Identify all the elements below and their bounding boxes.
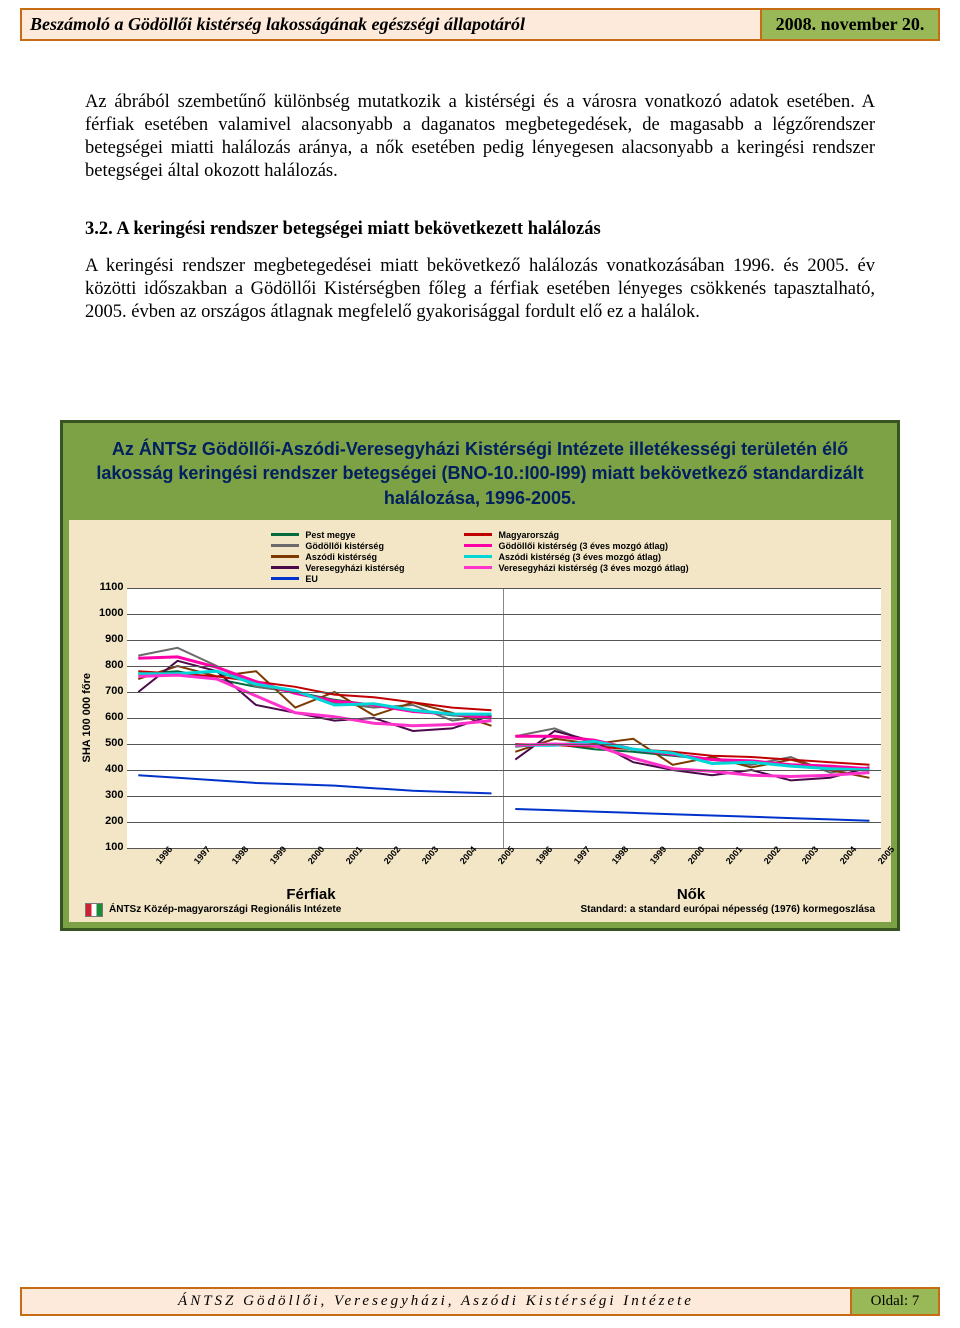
panel-label-female: Nők [501, 886, 881, 903]
paragraph-2: A keringési rendszer megbetegedései miat… [85, 255, 875, 324]
legend-item: EU [271, 574, 404, 584]
section-heading: 3.2. A keringési rendszer betegségei mia… [85, 218, 875, 241]
grid-line [127, 770, 881, 771]
legend-label: Magyarország [498, 530, 559, 540]
x-tick: 2004 [824, 848, 845, 866]
chart-footer: ÁNTSz Közép-magyarországi Regionális Int… [79, 903, 881, 920]
x-tick: 2003 [406, 848, 427, 866]
series-line [516, 809, 870, 821]
chart-standard-text: Standard: a standard európai népesség (1… [580, 904, 875, 915]
x-tick: 1999 [254, 848, 275, 866]
x-tick: 2003 [786, 848, 807, 866]
page: Beszámoló a Gödöllői kistérség lakosságá… [0, 8, 960, 1328]
series-line [139, 775, 492, 793]
legend-col-left: Pest megyeGödöllői kistérségAszódi kisté… [271, 530, 404, 584]
legend-swatch [271, 544, 299, 547]
legend-item: Veresegyházi kistérség (3 éves mozgó átl… [464, 563, 688, 573]
x-tick: 2004 [444, 848, 465, 866]
x-tick: 2001 [710, 848, 731, 866]
legend-label: Aszódi kistérség [305, 552, 377, 562]
x-tick: 1999 [634, 848, 655, 866]
legend-swatch [271, 577, 299, 580]
legend-label: Aszódi kistérség (3 éves mozgó átlag) [498, 552, 661, 562]
legend-item: Gödöllői kistérség (3 éves mozgó átlag) [464, 541, 688, 551]
legend-label: Gödöllői kistérség [305, 541, 384, 551]
legend-col-right: MagyarországGödöllői kistérség (3 éves m… [464, 530, 688, 584]
x-tick: 2000 [672, 848, 693, 866]
x-tick: 1996 [140, 848, 161, 866]
plot-area [127, 588, 881, 848]
plot-wrap: SHA 100 000 főre 11001000900800700600500… [79, 588, 881, 848]
legend-swatch [464, 566, 492, 569]
legend-swatch [464, 555, 492, 558]
header-title: Beszámoló a Gödöllői kistérség lakosságá… [20, 8, 760, 41]
grid-line [127, 718, 881, 719]
legend-label: Veresegyházi kistérség [305, 563, 404, 573]
legend-swatch [271, 566, 299, 569]
paragraph-1: Az ábrából szembetűnő különbség mutatkoz… [85, 91, 875, 184]
chart-body: Pest megyeGödöllői kistérségAszódi kisté… [69, 520, 891, 922]
legend-label: Pest megye [305, 530, 355, 540]
chart-legend: Pest megyeGödöllői kistérségAszódi kisté… [79, 526, 881, 588]
x-tick: 2001 [330, 848, 351, 866]
legend-item: Aszódi kistérség (3 éves mozgó átlag) [464, 552, 688, 562]
legend-label: Gödöllői kistérség (3 éves mozgó átlag) [498, 541, 668, 551]
grid-line [127, 796, 881, 797]
header-date: 2008. november 20. [760, 8, 940, 41]
header-bar: Beszámoló a Gödöllői kistérség lakosságá… [20, 8, 940, 41]
x-tick: 1998 [596, 848, 617, 866]
footer-page: Oldal: 7 [850, 1287, 940, 1316]
grid-line [127, 614, 881, 615]
grid-line [127, 640, 881, 641]
x-axis-female: 1996 1997 1998 1999 2000 2001 2002 2003 2004 2005 [501, 848, 881, 876]
x-tick: 2002 [368, 848, 389, 866]
legend-item: Aszódi kistérség [271, 552, 404, 562]
logo-icon [85, 903, 103, 917]
x-tick: 2000 [292, 848, 313, 866]
chart-source: ÁNTSz Közép-magyarországi Regionális Int… [85, 903, 341, 917]
legend-label: EU [305, 574, 318, 584]
grid-line [127, 744, 881, 745]
x-tick: 1997 [558, 848, 579, 866]
footer-bar: ÁNTSZ Gödöllői, Veresegyházi, Aszódi Kis… [20, 1287, 940, 1316]
body-content: Az ábrából szembetűnő különbség mutatkoz… [0, 41, 960, 370]
x-tick: 1996 [520, 848, 541, 866]
legend-item: Magyarország [464, 530, 688, 540]
legend-swatch [464, 533, 492, 536]
x-tick: 1997 [178, 848, 199, 866]
grid-line [127, 822, 881, 823]
legend-item: Gödöllői kistérség [271, 541, 404, 551]
legend-swatch [464, 544, 492, 547]
series-line [139, 671, 492, 718]
panel-labels: Férfiak Nők [79, 886, 881, 903]
y-axis: 11001000900800700600500400300200100 [95, 588, 127, 848]
x-tick: 2005 [862, 848, 883, 866]
legend-swatch [271, 533, 299, 536]
footer-text: ÁNTSZ Gödöllői, Veresegyházi, Aszódi Kis… [20, 1287, 850, 1316]
legend-item: Pest megye [271, 530, 404, 540]
grid-line [127, 588, 881, 589]
panel-label-male: Férfiak [121, 886, 501, 903]
y-axis-label: SHA 100 000 főre [79, 673, 95, 762]
grid-line [127, 692, 881, 693]
x-axis: 1996 1997 1998 1999 2000 2001 2002 2003 2004 2005… [79, 848, 881, 876]
x-tick: 1998 [216, 848, 237, 866]
chart-source-text: ÁNTSz Közép-magyarországi Regionális Int… [109, 904, 341, 915]
x-axis-male: 1996199719981999200020012002200320042005 [121, 848, 501, 876]
legend-swatch [271, 555, 299, 558]
chart-title: Az ÁNTSz Gödöllői-Aszódi-Veresegyházi Ki… [69, 429, 891, 520]
legend-label: Veresegyházi kistérség (3 éves mozgó átl… [498, 563, 688, 573]
legend-item: Veresegyházi kistérség [271, 563, 404, 573]
x-tick: 2002 [748, 848, 769, 866]
chart-frame: Az ÁNTSz Gödöllői-Aszódi-Veresegyházi Ki… [60, 420, 900, 931]
grid-line [127, 666, 881, 667]
